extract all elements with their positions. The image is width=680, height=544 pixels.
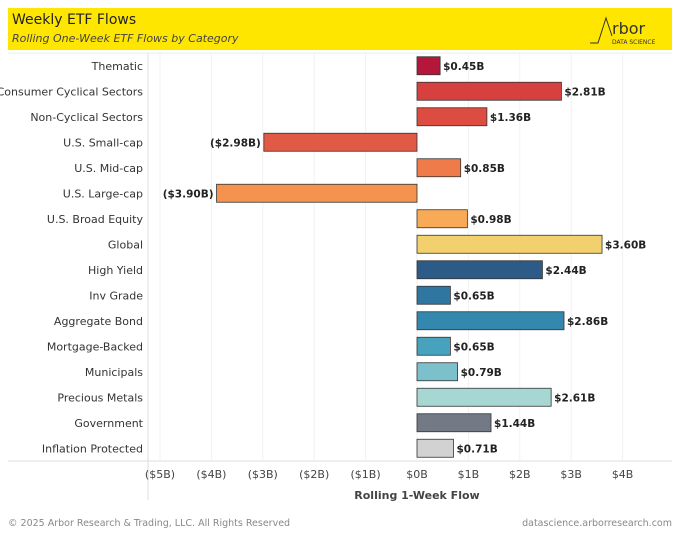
bar	[416, 209, 468, 229]
chart-title: Weekly ETF Flows	[12, 12, 137, 28]
bar	[416, 260, 543, 280]
bar	[416, 387, 552, 407]
x-tick-label: $1B	[458, 468, 480, 481]
category-label: Mortgage-Backed	[47, 340, 143, 353]
chart-subtitle: Rolling One-Week ETF Flows by Category	[12, 32, 239, 45]
bar	[416, 336, 451, 356]
category-label: Inv Grade	[89, 289, 143, 302]
data-label: $2.81B	[564, 86, 605, 98]
footer-url[interactable]: datascience.arborresearch.com	[522, 518, 672, 529]
bar	[416, 311, 565, 331]
data-label: $0.98B	[470, 214, 511, 226]
data-label: $1.44B	[494, 418, 535, 430]
bar-chart: ($5B) ($4B) ($3B) ($2B) ($1B) $0B $1B $2B $3B $4B…	[0, 52, 672, 502]
category-label: U.S. Mid-cap	[74, 162, 143, 175]
category-label: U.S. Small-cap	[63, 136, 143, 149]
arbor-logo: rbor DATA SCIENCE	[590, 16, 656, 46]
bar	[216, 183, 418, 203]
svg-text:rbor: rbor	[612, 19, 646, 38]
category-label: Non-Cyclical Sectors	[30, 111, 143, 124]
data-label: $0.85B	[464, 163, 505, 175]
x-tick-label: ($2B)	[299, 468, 329, 481]
data-label: $1.36B	[490, 112, 531, 124]
x-tick-label: ($3B)	[248, 468, 278, 481]
data-label: $3.60B	[605, 239, 646, 251]
copyright: © 2025 Arbor Research & Trading, LLC. Al…	[8, 518, 291, 529]
category-label: Aggregate Bond	[54, 315, 143, 328]
data-label: ($2.98B)	[210, 137, 261, 149]
bar	[416, 234, 603, 254]
x-tick-label: ($5B)	[145, 468, 175, 481]
header-banner: Weekly ETF Flows Rolling One-Week ETF Fl…	[8, 8, 672, 50]
data-label: $0.65B	[453, 290, 494, 302]
x-tick-label: $4B	[612, 468, 634, 481]
bar	[416, 81, 562, 101]
category-label: Municipals	[85, 366, 143, 379]
category-label: Thematic	[91, 60, 143, 73]
category-label: Inflation Protected	[42, 442, 143, 455]
category-label: U.S. Large-cap	[63, 187, 143, 200]
data-label: $2.61B	[554, 392, 595, 404]
data-label: ($3.90B)	[163, 188, 214, 200]
category-label: Precious Metals	[57, 391, 143, 404]
x-tick-label: $2B	[509, 468, 531, 481]
x-tick-label: $3B	[560, 468, 582, 481]
category-label: Government	[74, 417, 143, 430]
bar	[416, 56, 441, 76]
x-tick-label: ($1B)	[351, 468, 381, 481]
bar	[416, 438, 454, 458]
bar	[263, 132, 418, 152]
data-label: $2.44B	[545, 265, 586, 277]
x-axis-label: Rolling 1-Week Flow	[354, 489, 479, 502]
data-label: $0.79B	[461, 367, 502, 379]
category-label: Global	[108, 238, 143, 251]
x-tick-label: ($4B)	[196, 468, 226, 481]
category-label: High Yield	[88, 264, 143, 277]
bar	[416, 285, 451, 305]
category-label: Consumer Cyclical Sectors	[0, 85, 143, 98]
bar	[416, 158, 462, 178]
data-label: $2.86B	[567, 316, 608, 328]
bar	[416, 413, 492, 433]
bar	[416, 107, 488, 127]
data-label: $0.65B	[453, 341, 494, 353]
data-label: $0.45B	[443, 61, 484, 73]
data-label: $0.71B	[456, 443, 497, 455]
svg-text:DATA SCIENCE: DATA SCIENCE	[612, 39, 656, 46]
x-tick-label: $0B	[406, 468, 428, 481]
category-label: U.S. Broad Equity	[47, 213, 144, 226]
bar	[416, 362, 459, 382]
